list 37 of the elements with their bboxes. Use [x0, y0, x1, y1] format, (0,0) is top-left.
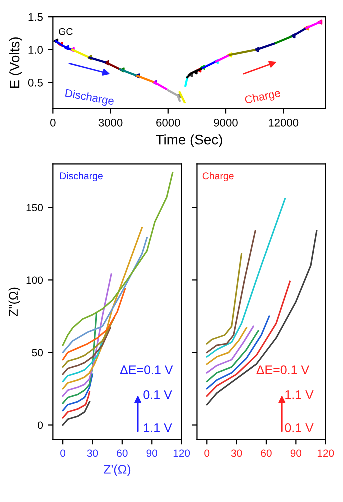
- x-axis-title: Time (Sec): [156, 134, 222, 148]
- y-axis-title: Z"(Ω): [8, 288, 21, 316]
- x-tick-label: 90: [146, 450, 158, 458]
- y-tick-label: 150: [26, 204, 44, 212]
- annotation: Charge: [202, 172, 234, 182]
- x-tick-label: 12000: [269, 118, 299, 127]
- x-tick-label: 60: [261, 450, 272, 458]
- annotation: ΔE=0.1 V: [120, 366, 174, 375]
- x-tick-label: 0: [60, 450, 66, 458]
- x-tick-label: 90: [290, 450, 302, 458]
- x-tick-label: 0: [50, 118, 56, 127]
- x-tick-label: 0: [204, 450, 210, 458]
- x-tick-label: 30: [87, 450, 98, 458]
- y-tick-label: 50: [32, 349, 44, 357]
- x-tick-label: 120: [174, 450, 190, 458]
- x-tick-label: 6000: [156, 118, 180, 127]
- annotation: 1.1 V: [286, 390, 314, 400]
- y-tick-label: 1.0: [28, 46, 44, 54]
- x-tick-label: 30: [231, 450, 242, 458]
- annotation: Discharge: [60, 172, 103, 182]
- y-tick-label: 0: [38, 422, 44, 430]
- annotation: Discharge: [64, 88, 115, 108]
- x-tick-label: 3000: [98, 118, 123, 127]
- annotation: 1.1 V: [144, 424, 172, 432]
- x-tick-label: 60: [117, 450, 128, 458]
- x-tick-label: 9000: [214, 118, 238, 127]
- y-tick-label: 100: [26, 276, 44, 284]
- annotation: ΔE=0.1 V: [256, 366, 310, 375]
- y-axis-title: E (Volts): [9, 38, 22, 88]
- annotation: 0.1 V: [144, 390, 172, 400]
- annotation: Charge: [244, 88, 282, 106]
- x-axis-title: Z'(Ω): [104, 464, 131, 476]
- annotation: GC: [59, 28, 73, 36]
- annotation: 0.1 V: [285, 424, 314, 432]
- y-tick-label: 0.5: [28, 78, 43, 87]
- y-tick-label: 1.5: [28, 13, 43, 22]
- x-tick-label: 120: [318, 450, 334, 458]
